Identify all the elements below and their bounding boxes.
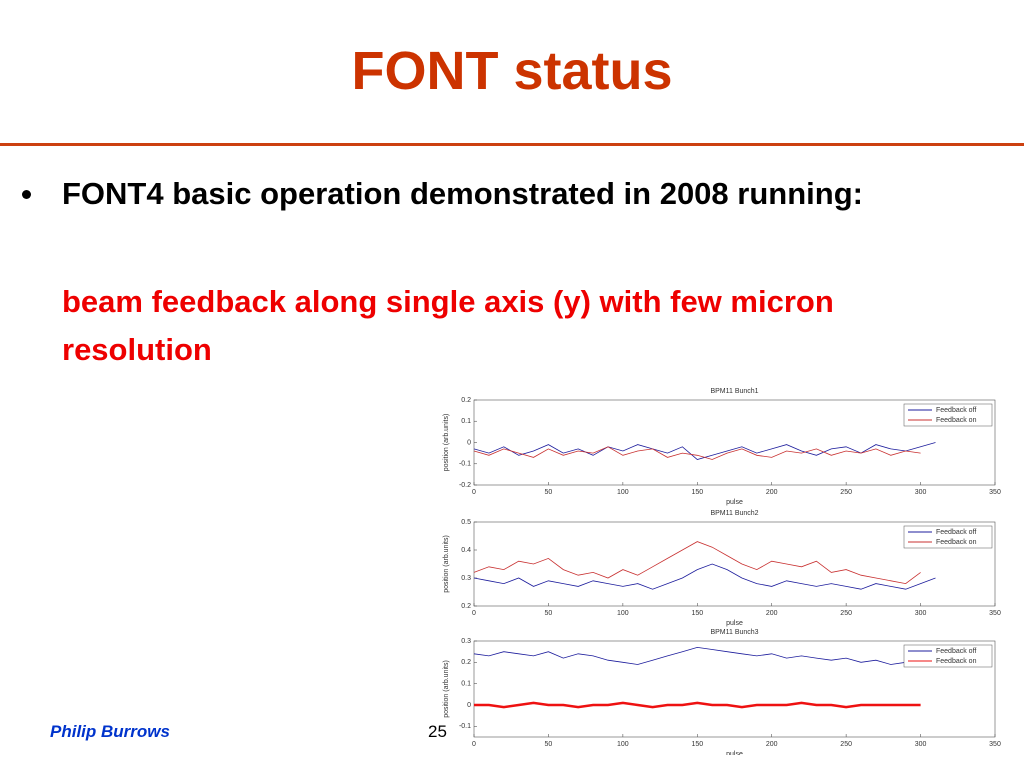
x-tick-label: 300 (915, 489, 927, 496)
x-tick-label: 100 (617, 741, 629, 748)
y-tick-label: 0 (467, 702, 471, 709)
y-axis-label: position (arb.units) (443, 535, 450, 593)
y-tick-label: 0.1 (461, 681, 471, 688)
page-number: 25 (428, 722, 447, 741)
legend-label: Feedback on (936, 658, 977, 665)
bullet-dot (22, 190, 31, 199)
title-rule (0, 143, 1024, 146)
charts: BPM11 Bunch1 pulse position (arb.units) 0 50… (443, 388, 1001, 755)
footer-author: Philip Burrows (50, 722, 170, 741)
chart-title: BPM11 Bunch3 (710, 629, 758, 636)
x-tick-label: 300 (915, 741, 927, 748)
y-tick-label: 0.3 (461, 638, 471, 645)
y-tick-label: 0.4 (461, 547, 471, 554)
legend-label: Feedback off (936, 648, 976, 655)
legend-label: Feedback off (936, 529, 976, 536)
x-tick-label: 50 (545, 741, 553, 748)
y-tick-label: 0.2 (461, 659, 471, 666)
y-tick-label: 0.2 (461, 603, 471, 610)
x-axis-label: pulse (726, 751, 743, 755)
y-tick-label: 0.3 (461, 575, 471, 582)
x-tick-label: 350 (989, 489, 1001, 496)
chart-title: BPM11 Bunch1 (710, 388, 758, 395)
x-tick-label: 50 (545, 610, 553, 617)
x-axis-label: pulse (726, 620, 743, 627)
x-tick-label: 200 (766, 489, 778, 496)
series-line (473, 541, 921, 585)
x-tick-label: 0 (472, 489, 476, 496)
y-tick-label: 0.5 (461, 519, 471, 526)
x-tick-label: 100 (617, 489, 629, 496)
x-tick-label: 0 (472, 610, 476, 617)
series-line (473, 563, 936, 590)
x-tick-label: 350 (989, 741, 1001, 748)
series-line (474, 701, 921, 709)
slide-title: FONT status (351, 41, 673, 101)
x-tick-label: 100 (617, 610, 629, 617)
x-tick-label: 150 (691, 610, 703, 617)
y-axis-label: position (arb.units) (443, 660, 450, 718)
y-tick-label: 0.2 (461, 397, 471, 404)
y-axis-label: position (arb.units) (443, 414, 450, 472)
bullet-text: FONT4 basic operation demonstrated in 20… (62, 176, 863, 211)
x-tick-label: 250 (840, 610, 852, 617)
x-tick-label: 0 (472, 741, 476, 748)
x-tick-label: 200 (766, 741, 778, 748)
series-line (473, 446, 921, 460)
x-tick-label: 250 (840, 489, 852, 496)
series-line (473, 646, 921, 665)
legend-label: Feedback on (936, 539, 977, 546)
x-tick-label: 250 (840, 741, 852, 748)
x-tick-label: 150 (691, 741, 703, 748)
y-tick-label: 0 (467, 439, 471, 446)
y-tick-label: -0.1 (459, 461, 471, 468)
y-tick-label: 0.1 (461, 418, 471, 425)
x-tick-label: 200 (766, 610, 778, 617)
x-tick-label: 300 (915, 610, 927, 617)
chart-title: BPM11 Bunch2 (710, 510, 758, 517)
x-tick-label: 50 (545, 489, 553, 496)
sub-text: beam feedback along single axis (y) with… (62, 284, 834, 367)
legend-label: Feedback off (936, 407, 976, 414)
y-tick-label: -0.1 (459, 723, 471, 730)
x-tick-label: 150 (691, 489, 703, 496)
y-tick-label: -0.2 (459, 482, 471, 489)
legend-label: Feedback on (936, 417, 977, 424)
x-tick-label: 350 (989, 610, 1001, 617)
x-axis-label: pulse (726, 499, 743, 506)
